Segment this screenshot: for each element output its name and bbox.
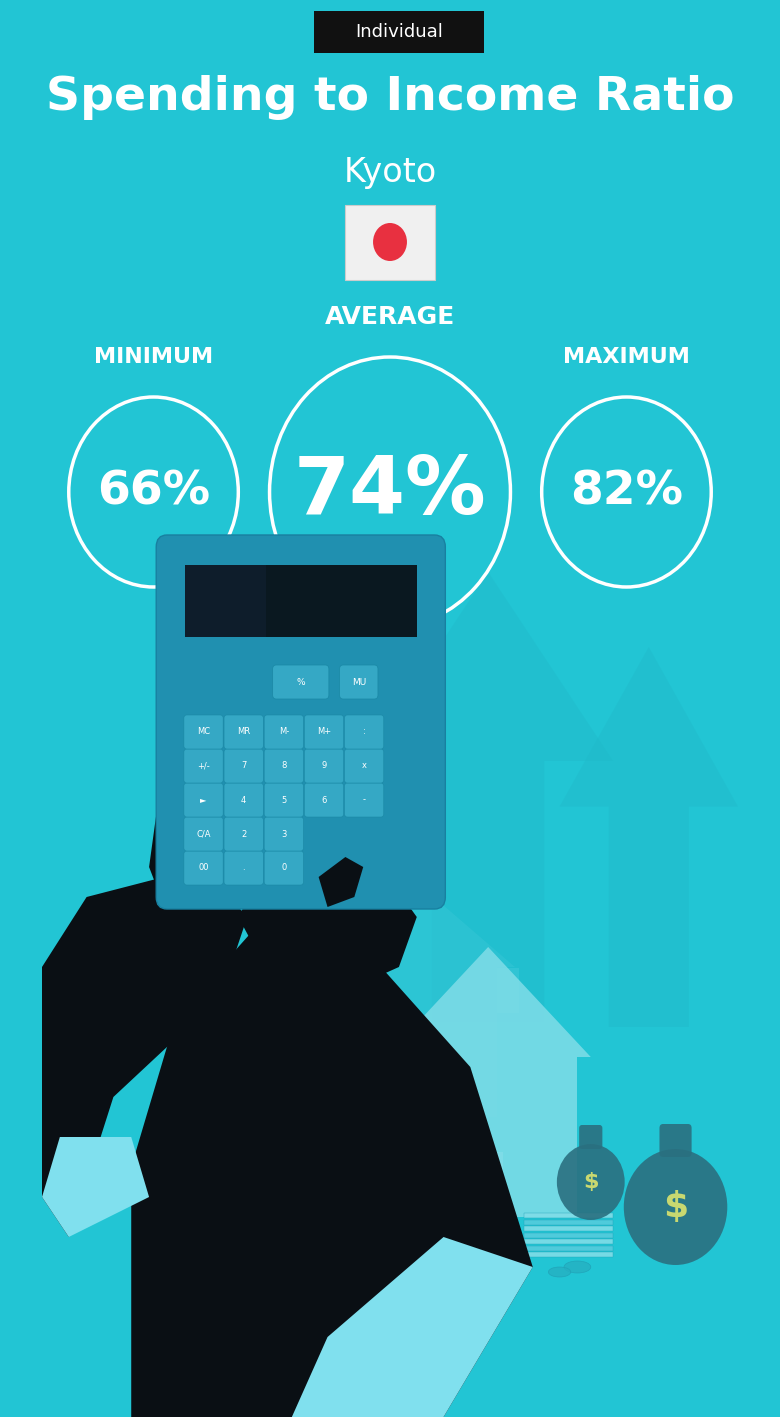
FancyBboxPatch shape bbox=[224, 716, 264, 750]
Polygon shape bbox=[42, 1136, 149, 1237]
Ellipse shape bbox=[564, 1261, 590, 1272]
Circle shape bbox=[624, 1149, 727, 1265]
FancyBboxPatch shape bbox=[224, 852, 264, 886]
Text: 74%: 74% bbox=[294, 453, 486, 531]
FancyBboxPatch shape bbox=[264, 852, 303, 886]
Circle shape bbox=[557, 1144, 625, 1220]
Text: 3: 3 bbox=[281, 829, 286, 839]
Text: 4: 4 bbox=[241, 795, 246, 805]
FancyBboxPatch shape bbox=[184, 784, 223, 818]
FancyBboxPatch shape bbox=[497, 1152, 503, 1217]
FancyBboxPatch shape bbox=[659, 1124, 692, 1158]
Polygon shape bbox=[239, 837, 417, 988]
Polygon shape bbox=[385, 947, 590, 1057]
Text: C/A: C/A bbox=[197, 829, 211, 839]
Text: 6: 6 bbox=[321, 795, 327, 805]
Text: MINIMUM: MINIMUM bbox=[94, 347, 213, 367]
FancyBboxPatch shape bbox=[524, 1220, 613, 1224]
FancyBboxPatch shape bbox=[156, 536, 445, 908]
Text: M+: M+ bbox=[317, 727, 331, 737]
Text: Individual: Individual bbox=[355, 23, 443, 41]
FancyBboxPatch shape bbox=[314, 11, 484, 52]
FancyBboxPatch shape bbox=[304, 784, 344, 818]
Text: $: $ bbox=[583, 1172, 598, 1192]
Text: 00: 00 bbox=[198, 863, 209, 873]
FancyBboxPatch shape bbox=[339, 665, 378, 699]
Polygon shape bbox=[42, 867, 247, 1237]
Circle shape bbox=[373, 222, 407, 261]
Text: -: - bbox=[363, 795, 366, 805]
FancyBboxPatch shape bbox=[345, 716, 384, 750]
FancyBboxPatch shape bbox=[184, 818, 223, 852]
FancyBboxPatch shape bbox=[346, 204, 434, 279]
Text: MAXIMUM: MAXIMUM bbox=[563, 347, 690, 367]
Text: 9: 9 bbox=[321, 761, 327, 771]
FancyBboxPatch shape bbox=[273, 665, 329, 699]
Text: 7: 7 bbox=[241, 761, 246, 771]
FancyBboxPatch shape bbox=[224, 784, 264, 818]
Text: Spending to Income Ratio: Spending to Income Ratio bbox=[46, 75, 734, 119]
Text: :: : bbox=[363, 727, 366, 737]
Polygon shape bbox=[149, 657, 265, 937]
FancyBboxPatch shape bbox=[224, 818, 264, 852]
Polygon shape bbox=[283, 867, 515, 966]
FancyBboxPatch shape bbox=[264, 818, 303, 852]
Polygon shape bbox=[131, 917, 533, 1417]
FancyBboxPatch shape bbox=[470, 1158, 497, 1217]
Text: MR: MR bbox=[237, 727, 250, 737]
Polygon shape bbox=[318, 857, 363, 907]
Text: MC: MC bbox=[197, 727, 210, 737]
FancyBboxPatch shape bbox=[524, 1213, 613, 1219]
FancyBboxPatch shape bbox=[345, 784, 384, 818]
FancyBboxPatch shape bbox=[264, 784, 303, 818]
Text: AVERAGE: AVERAGE bbox=[325, 305, 455, 329]
FancyBboxPatch shape bbox=[304, 750, 344, 784]
Text: 5: 5 bbox=[282, 795, 286, 805]
FancyBboxPatch shape bbox=[524, 1233, 613, 1237]
Text: +/-: +/- bbox=[197, 761, 210, 771]
Text: x: x bbox=[362, 761, 367, 771]
FancyBboxPatch shape bbox=[464, 1152, 470, 1217]
Text: .: . bbox=[243, 863, 245, 873]
FancyBboxPatch shape bbox=[184, 852, 223, 886]
Text: 82%: 82% bbox=[570, 469, 683, 514]
Text: 2: 2 bbox=[241, 829, 246, 839]
Polygon shape bbox=[399, 1057, 577, 1217]
Polygon shape bbox=[193, 592, 390, 942]
FancyBboxPatch shape bbox=[524, 1253, 613, 1257]
FancyBboxPatch shape bbox=[224, 750, 264, 784]
FancyBboxPatch shape bbox=[304, 716, 344, 750]
FancyBboxPatch shape bbox=[524, 1238, 613, 1244]
Text: 0: 0 bbox=[282, 863, 286, 873]
Text: 8: 8 bbox=[281, 761, 286, 771]
Text: %: % bbox=[296, 677, 305, 686]
Polygon shape bbox=[363, 572, 613, 1022]
Text: ►: ► bbox=[200, 795, 207, 805]
Polygon shape bbox=[559, 648, 738, 1027]
Text: 66%: 66% bbox=[97, 469, 210, 514]
Text: MU: MU bbox=[352, 677, 366, 686]
FancyBboxPatch shape bbox=[580, 1125, 602, 1149]
FancyBboxPatch shape bbox=[184, 716, 223, 750]
FancyBboxPatch shape bbox=[524, 1226, 613, 1231]
FancyBboxPatch shape bbox=[345, 750, 384, 784]
FancyBboxPatch shape bbox=[524, 1246, 613, 1250]
Text: $: $ bbox=[663, 1190, 688, 1224]
FancyBboxPatch shape bbox=[185, 565, 266, 638]
FancyBboxPatch shape bbox=[184, 750, 223, 784]
Polygon shape bbox=[292, 1237, 533, 1417]
FancyBboxPatch shape bbox=[185, 565, 417, 638]
FancyBboxPatch shape bbox=[264, 716, 303, 750]
Text: M-: M- bbox=[278, 727, 289, 737]
Polygon shape bbox=[301, 966, 497, 1117]
FancyBboxPatch shape bbox=[264, 750, 303, 784]
FancyBboxPatch shape bbox=[497, 968, 519, 1013]
Ellipse shape bbox=[548, 1267, 571, 1277]
Text: Kyoto: Kyoto bbox=[343, 156, 437, 188]
